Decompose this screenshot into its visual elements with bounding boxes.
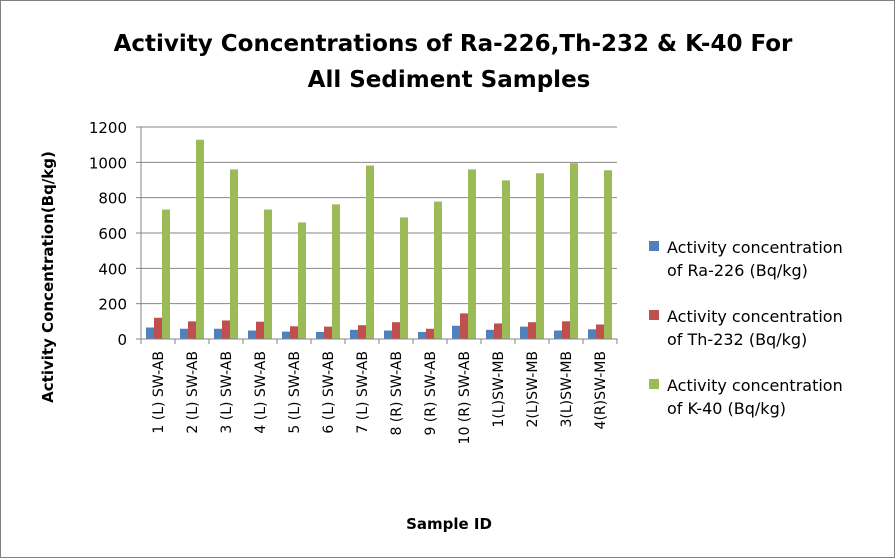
bar-series-3 <box>332 204 340 339</box>
y-tick-label: 400 <box>98 260 127 278</box>
x-tick-label: 4 (L) SW-AB <box>253 351 269 434</box>
x-tick-label: 2 (L) SW-AB <box>185 351 201 434</box>
bar-series-3 <box>366 165 374 339</box>
x-tick-label: 7 (L) SW-AB <box>355 351 371 434</box>
bar-series-1 <box>248 330 256 339</box>
bar-series-1 <box>350 329 358 339</box>
bar-series-2 <box>256 321 264 339</box>
bar-series-3 <box>298 222 306 339</box>
bar-series-1 <box>214 328 222 339</box>
bar-series-1 <box>418 331 426 339</box>
y-tick-label: 600 <box>98 225 127 243</box>
bar-series-3 <box>570 163 578 339</box>
bar-series-2 <box>290 326 298 339</box>
bar-series-2 <box>494 323 502 339</box>
bar-series-1 <box>316 331 324 339</box>
bar-series-1 <box>180 328 188 339</box>
bar-series-3 <box>536 173 544 339</box>
chart-title-line-2: All Sediment Samples <box>308 67 591 93</box>
legend-label: Activity concentration <box>667 307 843 326</box>
bar-series-3 <box>604 170 612 339</box>
bar-series-1 <box>384 330 392 339</box>
bar-series-3 <box>230 169 238 339</box>
bar-series-2 <box>154 317 162 339</box>
bar-series-1 <box>146 327 154 339</box>
bar-series-3 <box>468 169 476 339</box>
bar-series-3 <box>196 139 204 339</box>
legend-swatch <box>649 241 659 251</box>
x-tick-label: 5 (L) SW-AB <box>287 351 303 434</box>
bar-series-2 <box>562 321 570 339</box>
chart-title: Activity Concentrations of Ra-226,Th-232… <box>114 31 793 93</box>
legend-label: of K-40 (Bq/kg) <box>667 399 786 418</box>
y-tick-label: 800 <box>98 190 127 208</box>
bars <box>146 139 612 339</box>
legend-label: Activity concentration <box>667 376 843 395</box>
bar-series-3 <box>502 180 510 339</box>
bar-series-1 <box>486 329 494 339</box>
bar-series-2 <box>460 313 468 339</box>
x-tick-label: 1(L)SW-MB <box>491 351 507 428</box>
bar-series-2 <box>222 320 230 339</box>
legend: Activity concentration of Ra-226 (Bq/kg) A… <box>649 238 843 418</box>
x-axis-title: Sample ID <box>406 515 492 533</box>
x-tick-label: 3(L)SW-MB <box>559 351 575 428</box>
bar-series-2 <box>188 321 196 339</box>
bar-series-2 <box>426 328 434 339</box>
bar-series-3 <box>162 209 170 339</box>
legend-swatch <box>649 379 659 389</box>
y-tick-label: 1000 <box>89 154 127 172</box>
y-tick-label: 0 <box>117 331 127 349</box>
bar-series-1 <box>282 331 290 339</box>
bar-series-1 <box>520 326 528 339</box>
legend-swatch <box>649 310 659 320</box>
bar-series-1 <box>452 325 460 339</box>
bar-series-1 <box>588 329 596 339</box>
x-tick-label: 9 (R) SW-AB <box>423 351 439 436</box>
bar-series-2 <box>528 322 536 339</box>
legend-label: of Th-232 (Bq/kg) <box>667 330 807 349</box>
y-tick-label: 200 <box>98 296 127 314</box>
bar-series-1 <box>554 330 562 339</box>
y-tick-label: 1200 <box>89 119 127 137</box>
x-tick-label: 1 (L) SW-AB <box>151 351 167 434</box>
chart-title-line-1: Activity Concentrations of Ra-226,Th-232… <box>114 31 793 57</box>
bar-series-2 <box>596 324 604 339</box>
x-tick-label: 8 (R) SW-AB <box>389 351 405 436</box>
gridlines <box>141 126 617 305</box>
legend-label: of Ra-226 (Bq/kg) <box>667 261 808 280</box>
x-tick-label: 6 (L) SW-AB <box>321 351 337 434</box>
x-tick-label: 3 (L) SW-AB <box>219 351 235 434</box>
bar-series-2 <box>324 326 332 339</box>
bar-series-2 <box>392 322 400 339</box>
x-axis: 1 (L) SW-AB 2 (L) SW-AB 3 (L) SW-AB 4 (L) S… <box>140 338 618 444</box>
bar-series-3 <box>264 209 272 339</box>
bar-series-2 <box>358 325 366 339</box>
x-tick-label: 10 (R) SW-AB <box>457 351 473 444</box>
y-axis-title: Activity Concentration(Bq/kg) <box>39 151 57 403</box>
x-tick-label: 4(R)SW-MB <box>593 351 609 429</box>
legend-label: Activity concentration <box>667 238 843 257</box>
bar-series-3 <box>434 201 442 339</box>
y-axis: 0 200 400 600 800 1000 1200 <box>89 119 142 349</box>
x-tick-label: 2(L)SW-MB <box>525 351 541 428</box>
bar-series-3 <box>400 217 408 339</box>
